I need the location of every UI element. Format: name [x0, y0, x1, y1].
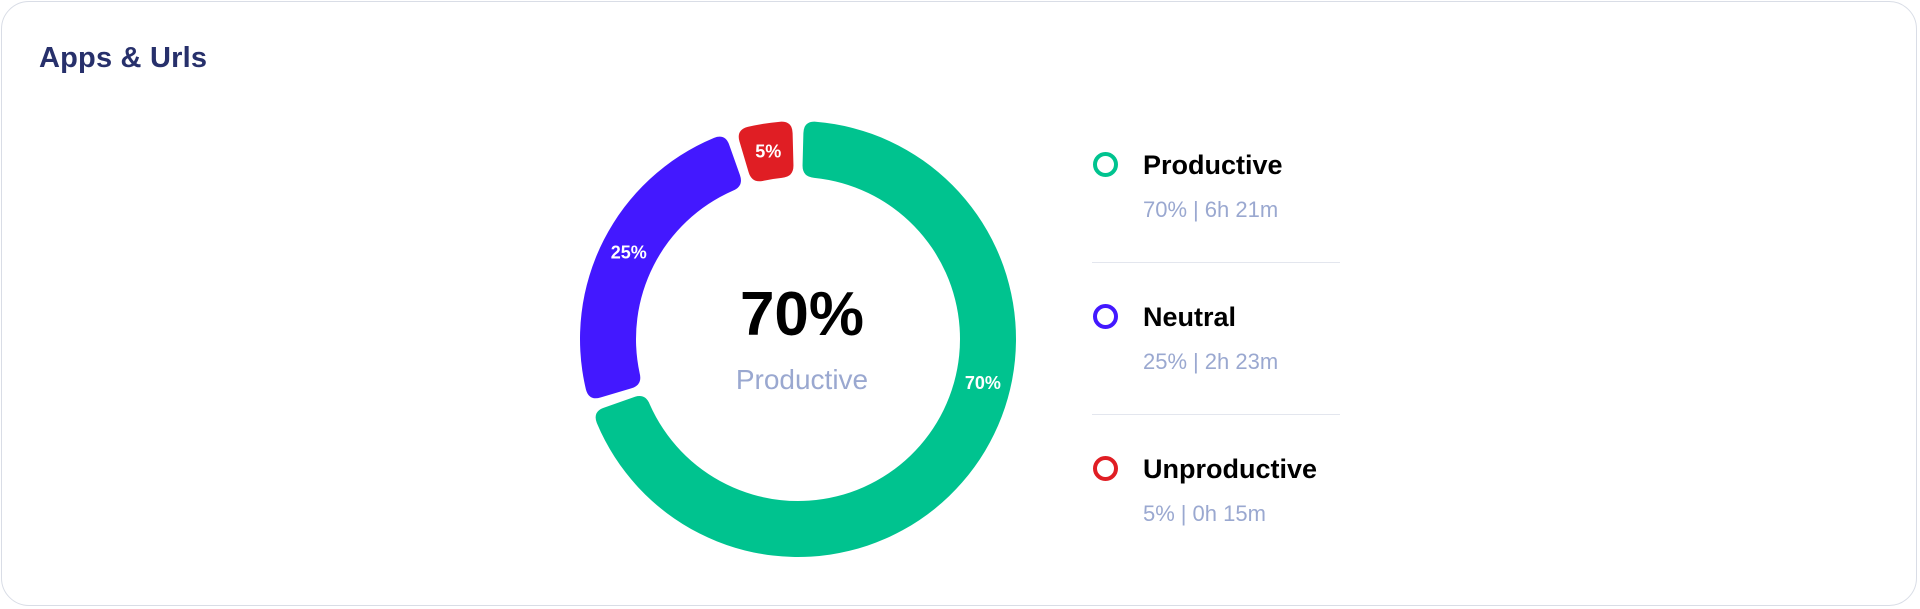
legend-label: Unproductive	[1143, 454, 1318, 484]
legend-label: Productive	[1143, 150, 1283, 180]
legend-time: 6h 21m	[1204, 197, 1279, 222]
legend-label: Neutral	[1143, 302, 1237, 332]
legend-separator: |	[1180, 501, 1187, 526]
legend-detail: 70% | 6h 21m	[1143, 197, 1278, 223]
productive-circle-icon	[1093, 152, 1118, 177]
legend-percent: 5%	[1143, 501, 1175, 526]
center-percentage: 70%	[739, 280, 865, 349]
center-label: Productive	[735, 364, 869, 395]
legend-detail: 5% | 0h 15m	[1143, 501, 1266, 527]
neutral-circle-icon	[1093, 304, 1118, 329]
legend-item-neutral[interactable]: Neutral 25% | 2h 23m	[1092, 262, 1340, 414]
card-title: Apps & Urls	[39, 42, 208, 74]
data-label-unproductive: 5%	[755, 141, 781, 161]
legend-separator: |	[1193, 349, 1199, 374]
legend-item-productive[interactable]: Productive 70% | 6h 21m	[1092, 135, 1340, 262]
donut-segment-neutral[interactable]	[580, 136, 741, 399]
legend-separator: |	[1193, 197, 1199, 222]
data-label-productive: 70%	[965, 373, 1001, 393]
data-label-neutral: 25%	[611, 243, 647, 263]
legend-percent: 70%	[1143, 197, 1188, 222]
legend-time: 0h 15m	[1192, 501, 1266, 526]
legend-detail: 25% | 2h 23m	[1143, 349, 1278, 375]
legend-percent: 25%	[1143, 349, 1188, 374]
legend-item-unproductive[interactable]: Unproductive 5% | 0h 15m	[1092, 414, 1340, 554]
chart-legend: Productive 70% | 6h 21m Neutral 25% | 2h 23m…	[1092, 135, 1340, 554]
donut-segment-unproductive[interactable]	[738, 121, 794, 182]
unproductive-circle-icon	[1093, 456, 1118, 481]
legend-time: 2h 23m	[1204, 349, 1279, 374]
